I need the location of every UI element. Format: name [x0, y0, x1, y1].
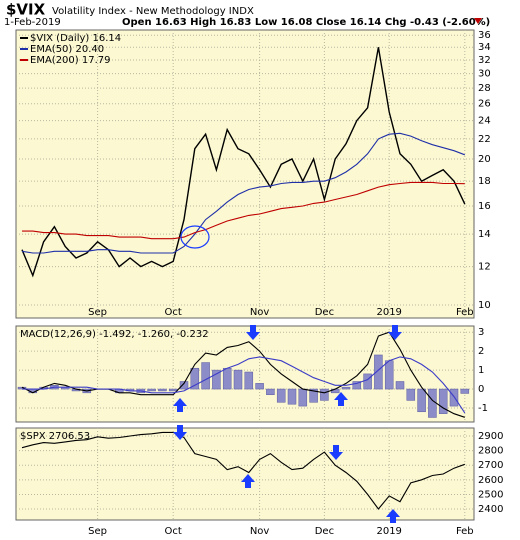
- y-tick-label: 1: [478, 365, 484, 376]
- y-tick-label: 2900: [478, 431, 503, 442]
- y-tick-label: 2700: [478, 460, 503, 471]
- series-line: [21, 431, 465, 510]
- up-arrow: [173, 398, 187, 412]
- y-tick-label: 2800: [478, 446, 503, 457]
- y-tick-label: 20: [478, 154, 491, 165]
- histogram-bar: [190, 367, 200, 390]
- y-tick-label: 2600: [478, 475, 503, 486]
- y-tick-label: 24: [478, 116, 491, 127]
- panel-label: $SPX 2706.53: [20, 431, 90, 442]
- y-tick-label: 0: [478, 384, 484, 395]
- histogram-bar: [212, 369, 221, 390]
- y-tick-label: 10: [478, 300, 491, 311]
- date: 1-Feb-2019: [4, 17, 61, 28]
- y-tick-label: 16: [478, 201, 491, 212]
- y-tick-label: 32: [478, 55, 491, 66]
- series-line: [22, 356, 466, 414]
- y-tick-label: 12: [478, 262, 491, 273]
- histogram-bar: [352, 381, 362, 390]
- histogram-bar: [309, 388, 318, 403]
- x-tick-label: 2019: [376, 307, 401, 318]
- x-tick-label: Dec: [315, 307, 334, 318]
- y-tick-label: 2: [478, 346, 484, 357]
- series-line: [21, 47, 466, 278]
- y-tick-label: 18: [478, 176, 491, 187]
- x-tick-label: Sep: [88, 307, 107, 318]
- legend-label: EMA(200) 17.79: [30, 55, 110, 66]
- x-tick-label: 2019: [376, 526, 401, 537]
- y-tick-label: 26: [478, 99, 491, 110]
- y-tick-label: 34: [478, 42, 491, 53]
- histogram-bar: [395, 381, 405, 390]
- chart-title: Volatility Index - New Methodology INDX: [52, 6, 254, 17]
- price-panel: [15, 29, 475, 319]
- down-arrow: [329, 445, 343, 460]
- legend-label: $VIX (Daily) 16.14: [30, 33, 121, 44]
- y-tick-label: 22: [478, 134, 491, 145]
- down-arrow: [388, 325, 402, 340]
- series-line: [22, 181, 465, 240]
- x-tick-label: Feb: [456, 307, 474, 318]
- series-line: [21, 132, 465, 254]
- down-arrow: [246, 325, 260, 340]
- x-tick-label: Feb: [456, 526, 474, 537]
- histogram-bar: [428, 388, 437, 418]
- histogram-bar: [244, 371, 254, 390]
- histogram-bar: [158, 388, 167, 392]
- panel-label: MACD(12,26,9) -1.492, -1.260, -0.232: [20, 329, 209, 340]
- x-tick-label: Sep: [88, 526, 107, 537]
- histogram-bar: [406, 388, 416, 401]
- y-tick-label: -1: [478, 403, 488, 414]
- symbol: $VIX: [6, 1, 46, 19]
- y-tick-label: 2400: [478, 504, 503, 515]
- down-marker: [474, 18, 482, 24]
- x-tick-label: Nov: [250, 307, 270, 318]
- histogram-bar: [417, 388, 426, 413]
- up-arrow: [334, 392, 348, 406]
- ohlc: Open 16.63 High 16.83 Low 16.08 Close 16…: [122, 17, 490, 28]
- y-tick-label: 14: [478, 229, 491, 240]
- histogram-bar: [201, 362, 210, 390]
- histogram-bar: [222, 367, 232, 390]
- histogram-bar: [233, 369, 243, 390]
- histogram-bar: [374, 354, 383, 390]
- histogram-bar: [298, 388, 308, 407]
- histogram-bar: [460, 388, 470, 394]
- y-tick-label: 36: [478, 30, 491, 41]
- histogram-bar: [179, 381, 189, 390]
- y-tick-label: 30: [478, 69, 491, 80]
- histogram-bar: [438, 388, 448, 414]
- down-arrow: [173, 425, 187, 440]
- histogram-bar: [320, 388, 329, 401]
- up-arrow: [386, 509, 400, 523]
- histogram-bar: [363, 373, 372, 390]
- x-tick-label: Oct: [165, 307, 182, 318]
- y-tick-label: 2500: [478, 489, 503, 500]
- histogram-bar: [287, 388, 297, 405]
- y-tick-label: 3: [478, 327, 484, 338]
- histogram-bar: [266, 388, 275, 395]
- histogram-bar: [147, 388, 156, 392]
- spx-panel: [15, 427, 475, 521]
- histogram-bar: [341, 386, 351, 390]
- y-tick-label: 28: [478, 83, 491, 94]
- histogram-bar: [276, 388, 286, 403]
- x-tick-label: Dec: [315, 526, 334, 537]
- highlight-circle: [180, 225, 210, 249]
- up-arrow: [241, 474, 255, 488]
- histogram-bar: [255, 383, 264, 390]
- histogram-bar: [168, 388, 178, 392]
- x-tick-label: Nov: [250, 526, 270, 537]
- legend-label: EMA(50) 20.40: [30, 44, 104, 55]
- x-tick-label: Oct: [165, 526, 182, 537]
- histogram-bar: [384, 360, 394, 390]
- annotations: [173, 225, 402, 523]
